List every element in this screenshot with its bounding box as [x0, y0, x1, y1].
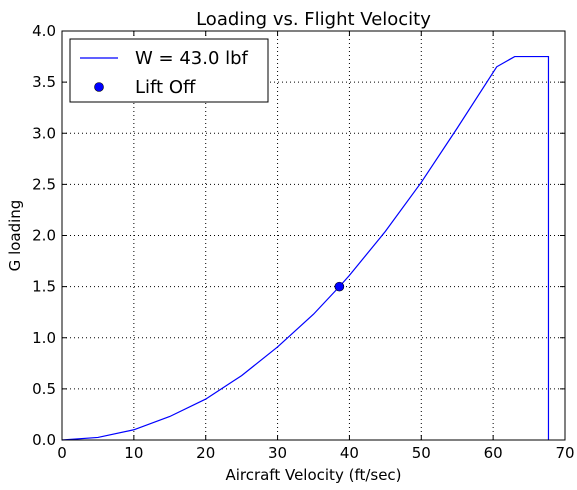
x-tick-label: 20 — [196, 444, 215, 462]
x-tick-label: 60 — [484, 444, 503, 462]
x-tick-label: 70 — [555, 444, 574, 462]
y-tick-label: 1.0 — [32, 329, 56, 347]
legend: W = 43.0 lbf Lift Off — [69, 38, 269, 103]
axis-ticks: 0 10 20 30 40 50 60 70 0.0 0.5 1.0 1.5 2.0 2.5 3.0 3.5 4… — [32, 22, 574, 462]
legend-marker-swatch — [94, 82, 104, 92]
x-tick-label: 40 — [340, 444, 359, 462]
y-tick-label: 2.5 — [32, 175, 56, 193]
series-layer — [61, 55, 550, 441]
series-line-w-43 — [61, 55, 550, 441]
legend-label: W = 43.0 lbf — [135, 48, 249, 69]
y-tick-label: 0.5 — [32, 380, 56, 398]
x-axis-label: Aircraft Velocity (ft/sec) — [225, 466, 401, 484]
x-tick-label: 50 — [412, 444, 431, 462]
legend-box — [69, 38, 269, 103]
x-tick-label: 30 — [268, 444, 287, 462]
plot-area-frame — [61, 30, 566, 441]
y-tick-label: 3.0 — [32, 124, 56, 142]
y-tick-label: 3.5 — [32, 73, 56, 91]
y-axis-label: G loading — [6, 200, 24, 272]
legend-label: Lift Off — [135, 77, 196, 98]
y-tick-label: 0.0 — [32, 431, 56, 449]
chart-title: Loading vs. Flight Velocity — [196, 9, 431, 30]
y-tick-label: 4.0 — [32, 22, 56, 40]
y-tick-label: 2.0 — [32, 227, 56, 245]
lift-off-marker — [334, 281, 345, 292]
x-tick-label: 10 — [124, 444, 143, 462]
y-tick-label: 1.5 — [32, 278, 56, 296]
x-tick-label: 0 — [57, 444, 67, 462]
